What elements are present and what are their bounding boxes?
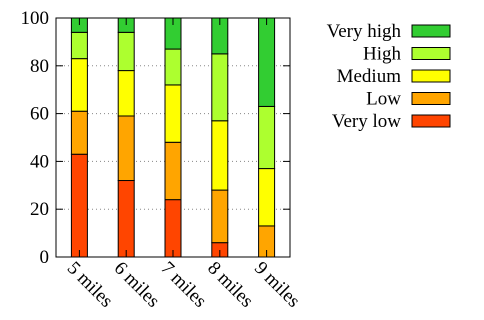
y-tick-label-80: 80 — [30, 56, 49, 77]
legend-swatch-2 — [411, 69, 451, 83]
legend-label-3: Low — [366, 89, 401, 110]
bar-segment-4-2 — [258, 168, 276, 227]
legend-label-4: Very low — [332, 111, 401, 132]
x-tick-label-0: 5 miles — [63, 258, 117, 312]
legend-swatch-1 — [411, 47, 451, 60]
bar-segment-2-2 — [164, 84, 182, 143]
legend-swatch-0 — [411, 24, 451, 38]
bar-segment-2-0 — [164, 199, 182, 258]
bar-segment-4-3 — [258, 105, 276, 170]
legend-label-0: Very high — [327, 21, 402, 42]
legend-label-2: Medium — [337, 66, 402, 87]
legend-swatch-3 — [411, 92, 451, 105]
y-tick-label-20: 20 — [30, 199, 49, 220]
bar-segment-0-1 — [70, 110, 88, 155]
bar-segment-4-4 — [258, 17, 276, 107]
legend-swatch-4 — [411, 114, 451, 128]
y-tick-label-100: 100 — [21, 8, 50, 29]
x-tick-label-1: 6 miles — [110, 258, 164, 312]
bar-segment-2-1 — [164, 141, 182, 201]
bar-segment-1-2 — [117, 70, 135, 117]
bars — [70, 17, 276, 258]
legend-label-1: High — [363, 44, 402, 65]
y-tick-label-60: 60 — [30, 104, 49, 125]
y-tick-label-40: 40 — [30, 151, 49, 172]
bar-segment-3-1 — [211, 189, 229, 244]
bar-segment-1-3 — [117, 31, 135, 72]
bar-segment-2-3 — [164, 48, 182, 86]
bar-segment-0-2 — [70, 58, 88, 112]
x-tick-label-4: 9 miles — [250, 258, 304, 312]
bar-segment-3-3 — [211, 53, 229, 122]
x-tick-label-3: 8 miles — [203, 258, 257, 312]
bar-segment-1-0 — [117, 180, 135, 258]
y-tick-label-0: 0 — [40, 247, 50, 268]
bar-segment-0-0 — [70, 153, 88, 258]
axis-ticks — [56, 17, 290, 258]
bar-segment-1-1 — [117, 115, 135, 182]
x-tick-label-2: 7 miles — [156, 258, 210, 312]
bar-segment-0-3 — [70, 31, 88, 60]
bar-segment-3-2 — [211, 120, 229, 191]
